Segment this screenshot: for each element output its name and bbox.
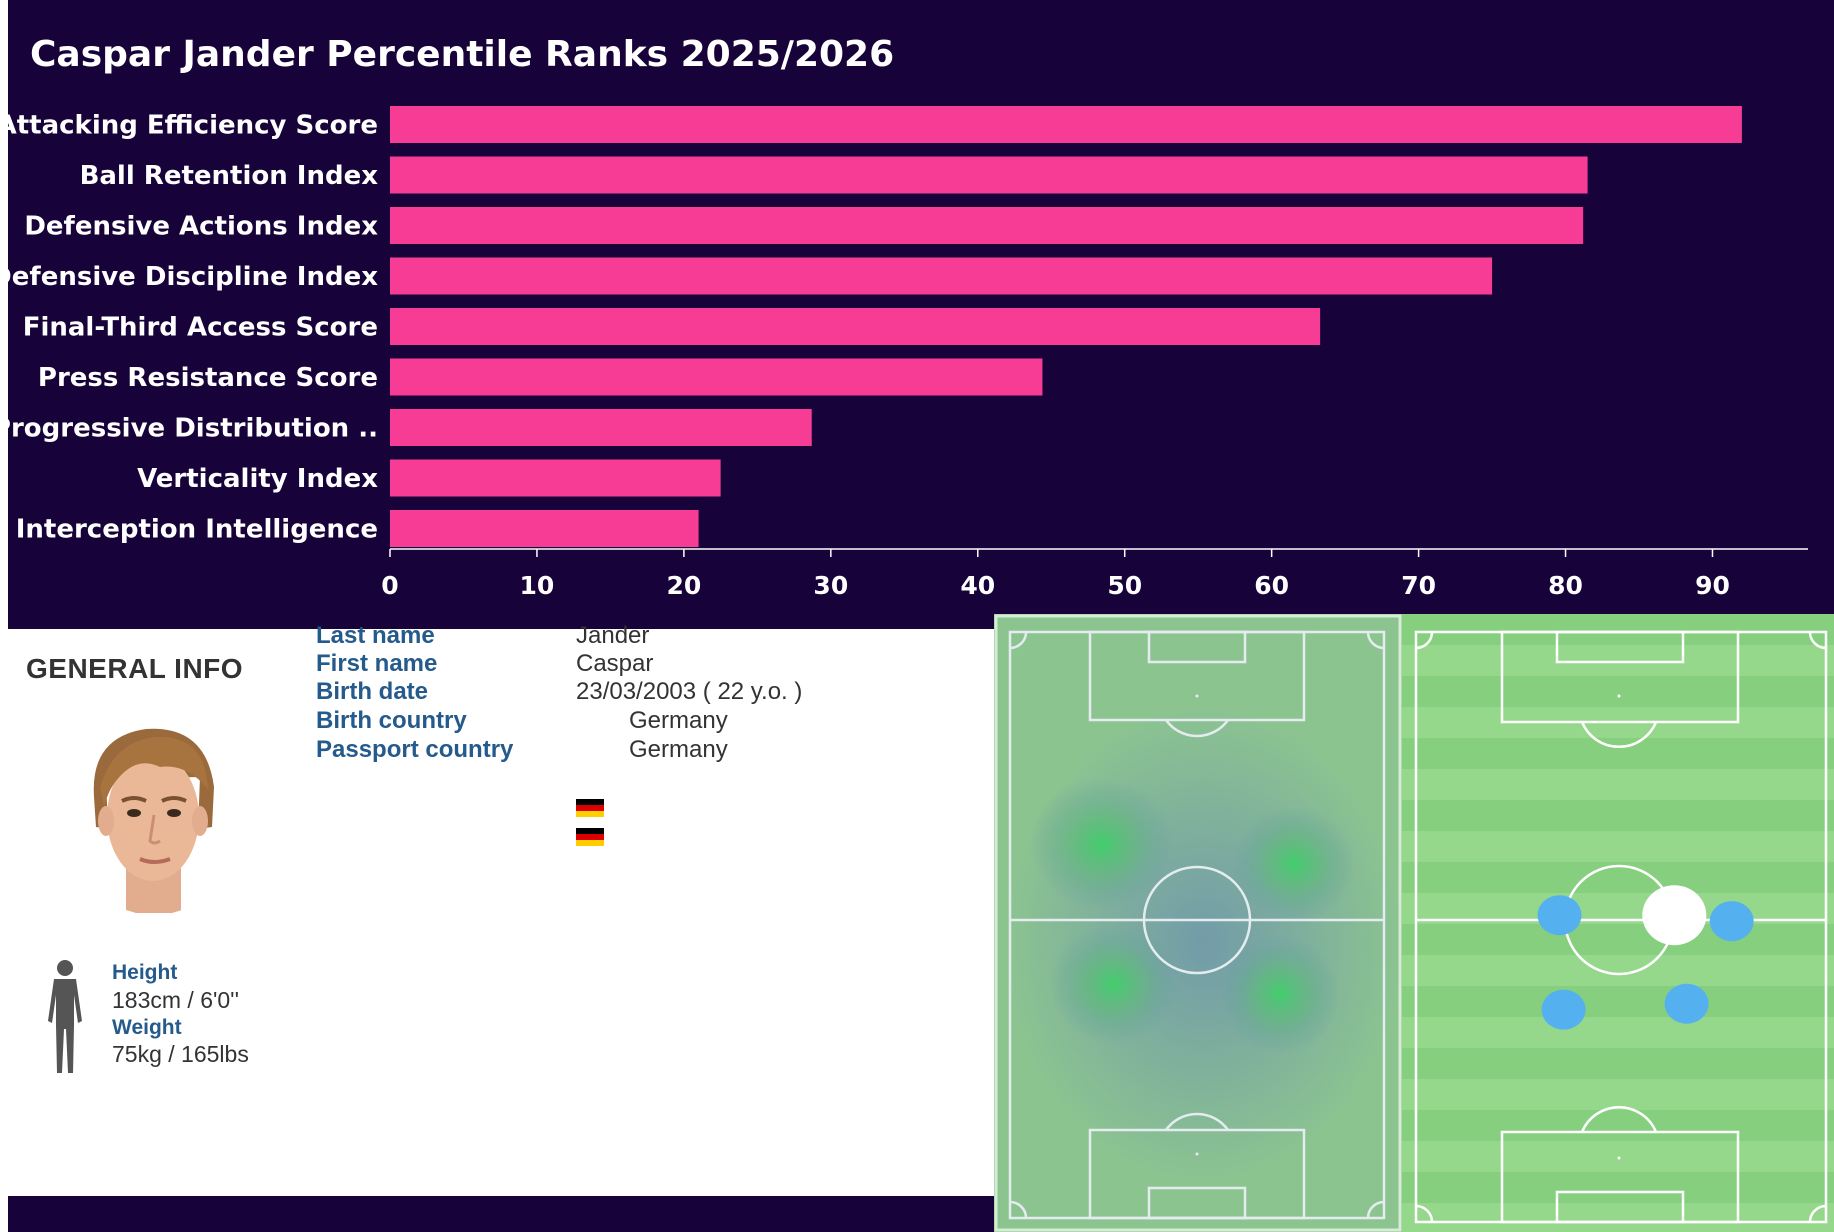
weight-value: 75kg / 165lbs	[112, 1041, 249, 1067]
teammate-position-marker	[1537, 895, 1582, 936]
bar-final-third-access-score	[390, 308, 1321, 345]
player-portrait	[76, 717, 226, 923]
heatmap-spread	[1004, 704, 1402, 1184]
bar-verticality-index	[390, 459, 721, 497]
bar-ball-retention-index	[390, 156, 1588, 194]
field-label-last-name: Last name	[316, 622, 435, 649]
heat-zone	[1030, 778, 1174, 910]
x-tick-label: 30	[813, 571, 848, 600]
person-silhouette-icon	[48, 960, 82, 1073]
heat-zone	[1050, 924, 1178, 1044]
pitch-stripe	[1402, 645, 1834, 676]
teammate-position-marker	[1664, 983, 1709, 1024]
category-label: Progressive Distribution ..	[8, 414, 378, 444]
field-value-last-name: Jander	[576, 622, 650, 649]
pitch-lines	[1414, 630, 1828, 1224]
field-label-birth-country: Birth country	[316, 707, 467, 734]
pitch-stripe	[1402, 1017, 1834, 1048]
category-label: Interception Intelligence	[16, 515, 378, 545]
general-info-panel: GENERAL INFO Last name First name Birth …	[8, 622, 994, 1195]
height-label: Height	[112, 961, 178, 984]
bar-interception-intelligence	[390, 510, 699, 547]
x-tick-label: 20	[666, 571, 701, 600]
bar-attacking-efficiency-score	[390, 106, 1742, 143]
position-markers	[1537, 885, 1754, 1030]
field-label-passport-country: Passport country	[316, 736, 514, 763]
bottom-strip	[8, 1196, 994, 1232]
height-value: 183cm / 6'0''	[112, 987, 239, 1013]
pitch-lines	[1008, 630, 1386, 1220]
heat-zone	[1220, 934, 1340, 1054]
weight-label: Weight	[112, 1016, 182, 1039]
player-position-marker	[1642, 885, 1707, 946]
bar-press-resistance-score	[390, 358, 1043, 396]
x-tick-label: 0	[381, 571, 398, 600]
x-tick-label: 70	[1401, 571, 1436, 600]
average-position-pitch	[1402, 614, 1834, 1232]
field-value-passport-country: Germany	[629, 736, 728, 763]
x-tick-label: 80	[1548, 571, 1583, 600]
teammate-position-marker	[1541, 989, 1586, 1030]
chart-title: Caspar Jander Percentile Ranks 2025/2026	[30, 34, 894, 75]
x-axis-ticks: 0 10 20 30 40 50 60 70 80 90	[381, 549, 1730, 600]
bar-defensive-actions-index	[390, 207, 1584, 244]
pitch-stripe	[1402, 769, 1834, 800]
field-value-birth-date: 23/03/2003 ( 22 y.o. )	[576, 678, 803, 705]
germany-flag-icon	[576, 799, 604, 817]
category-label: Ball Retention Index	[80, 161, 379, 191]
pitch-stripe	[1402, 955, 1834, 986]
category-label: Verticality Index	[137, 464, 378, 494]
heatmap-pitch	[994, 614, 1402, 1232]
pitch-stripe	[1402, 831, 1834, 862]
heat-zone	[1232, 806, 1356, 922]
pitch-stripe	[1402, 1079, 1834, 1110]
category-label: Defensive Actions Index	[24, 212, 378, 242]
field-label-first-name: First name	[316, 650, 438, 677]
pitch-stripe	[1402, 1141, 1834, 1172]
category-labels: Attacking Efficiency Score Ball Retention…	[8, 111, 378, 545]
field-value-birth-country: Germany	[629, 707, 728, 734]
bar-progressive-distribution	[390, 409, 812, 446]
bars-group	[390, 106, 1742, 547]
x-tick-label: 60	[1254, 571, 1289, 600]
germany-flag-icon	[576, 828, 604, 846]
percentile-chart-panel: Caspar Jander Percentile Ranks 2025/2026…	[8, 0, 1834, 629]
category-label: Press Resistance Score	[38, 363, 378, 393]
teammate-position-marker	[1709, 901, 1754, 942]
field-value-first-name: Caspar	[576, 650, 654, 677]
x-tick-label: 10	[520, 571, 555, 600]
field-label-birth-date: Birth date	[316, 678, 429, 705]
x-tick-label: 40	[960, 571, 995, 600]
category-label: Attacking Efficiency Score	[8, 111, 378, 141]
pitch-stripe	[1402, 1203, 1834, 1232]
x-tick-label: 90	[1695, 571, 1730, 600]
bar-defensive-discipline-index	[390, 257, 1493, 295]
category-label: Final-Third Access Score	[23, 313, 378, 343]
general-info-heading: GENERAL INFO	[26, 653, 244, 684]
category-label: Defensive Discipline Index	[8, 262, 378, 292]
percentile-bar-chart: Caspar Jander Percentile Ranks 2025/2026…	[8, 34, 1808, 600]
x-tick-label: 50	[1107, 571, 1142, 600]
